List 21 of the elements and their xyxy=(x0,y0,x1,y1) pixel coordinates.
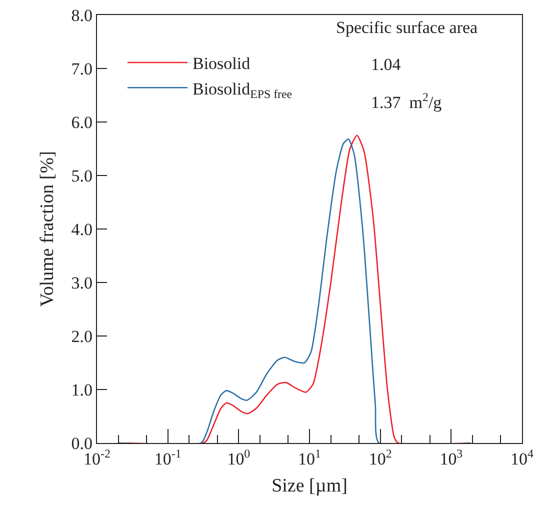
x-tick-label: 10$^{0}$ xyxy=(227,446,250,468)
x-tick-label: 10$^{-1}$ xyxy=(154,446,182,468)
y-tick-label: 3.0 xyxy=(71,273,92,292)
x-tick-label: 10$^{2}$ xyxy=(368,446,392,468)
x-tick-label: 10$^{1}$ xyxy=(298,446,322,468)
y-tick-label: 1.0 xyxy=(71,380,92,400)
y-tick-label: 8.0 xyxy=(71,6,92,25)
legend-label: Biosolid xyxy=(192,54,251,74)
annotation: 1.04 xyxy=(371,55,402,74)
x-tick-label: 10$^{3}$ xyxy=(440,446,463,468)
x-tick-label: 10$^{4}$ xyxy=(510,446,534,468)
y-tick-label: 4.0 xyxy=(71,220,92,239)
y-tick-label: 2.0 xyxy=(71,326,92,346)
x-axis-title: Size [µm] xyxy=(272,475,348,496)
y-axis-title: Volume fraction [%] xyxy=(37,151,58,307)
annotation: 1.37 m$^{2}$/g xyxy=(371,90,442,112)
y-tick-label: 6.0 xyxy=(71,112,92,132)
annotation: Specific surface area xyxy=(336,18,478,37)
legend-label: Biosolid$_{EPS free}$ xyxy=(192,79,292,101)
y-tick-label: 5.0 xyxy=(71,166,92,186)
y-tick-label: 7.0 xyxy=(71,59,92,78)
